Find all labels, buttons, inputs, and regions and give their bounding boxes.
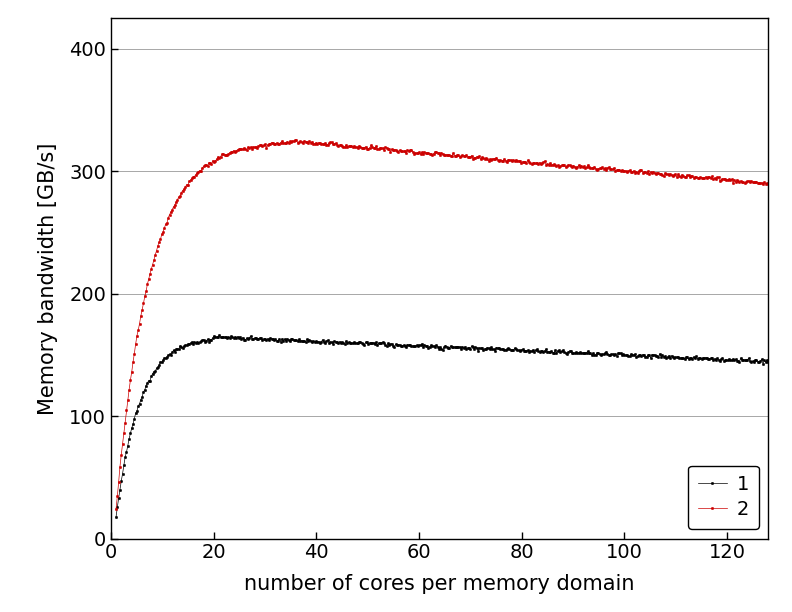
1 (749, 358, 759, 365)
1 (426, 341, 436, 349)
2 (111, 506, 120, 513)
Line: 2: 2 (115, 139, 770, 510)
1 (763, 359, 773, 366)
Y-axis label: Memory bandwidth [GB/s]: Memory bandwidth [GB/s] (38, 142, 58, 415)
2 (647, 170, 657, 177)
2 (466, 154, 475, 161)
Line: 1: 1 (115, 334, 770, 518)
2 (422, 150, 432, 157)
1 (215, 332, 224, 339)
Legend: 1, 2: 1, 2 (687, 466, 759, 529)
1 (422, 342, 432, 349)
2 (426, 151, 436, 158)
1 (501, 346, 510, 353)
2 (501, 157, 510, 165)
2 (749, 179, 759, 186)
X-axis label: number of cores per memory domain: number of cores per memory domain (244, 573, 635, 594)
1 (111, 513, 120, 521)
1 (466, 346, 475, 353)
2 (291, 136, 301, 144)
1 (647, 351, 657, 358)
2 (763, 181, 773, 188)
